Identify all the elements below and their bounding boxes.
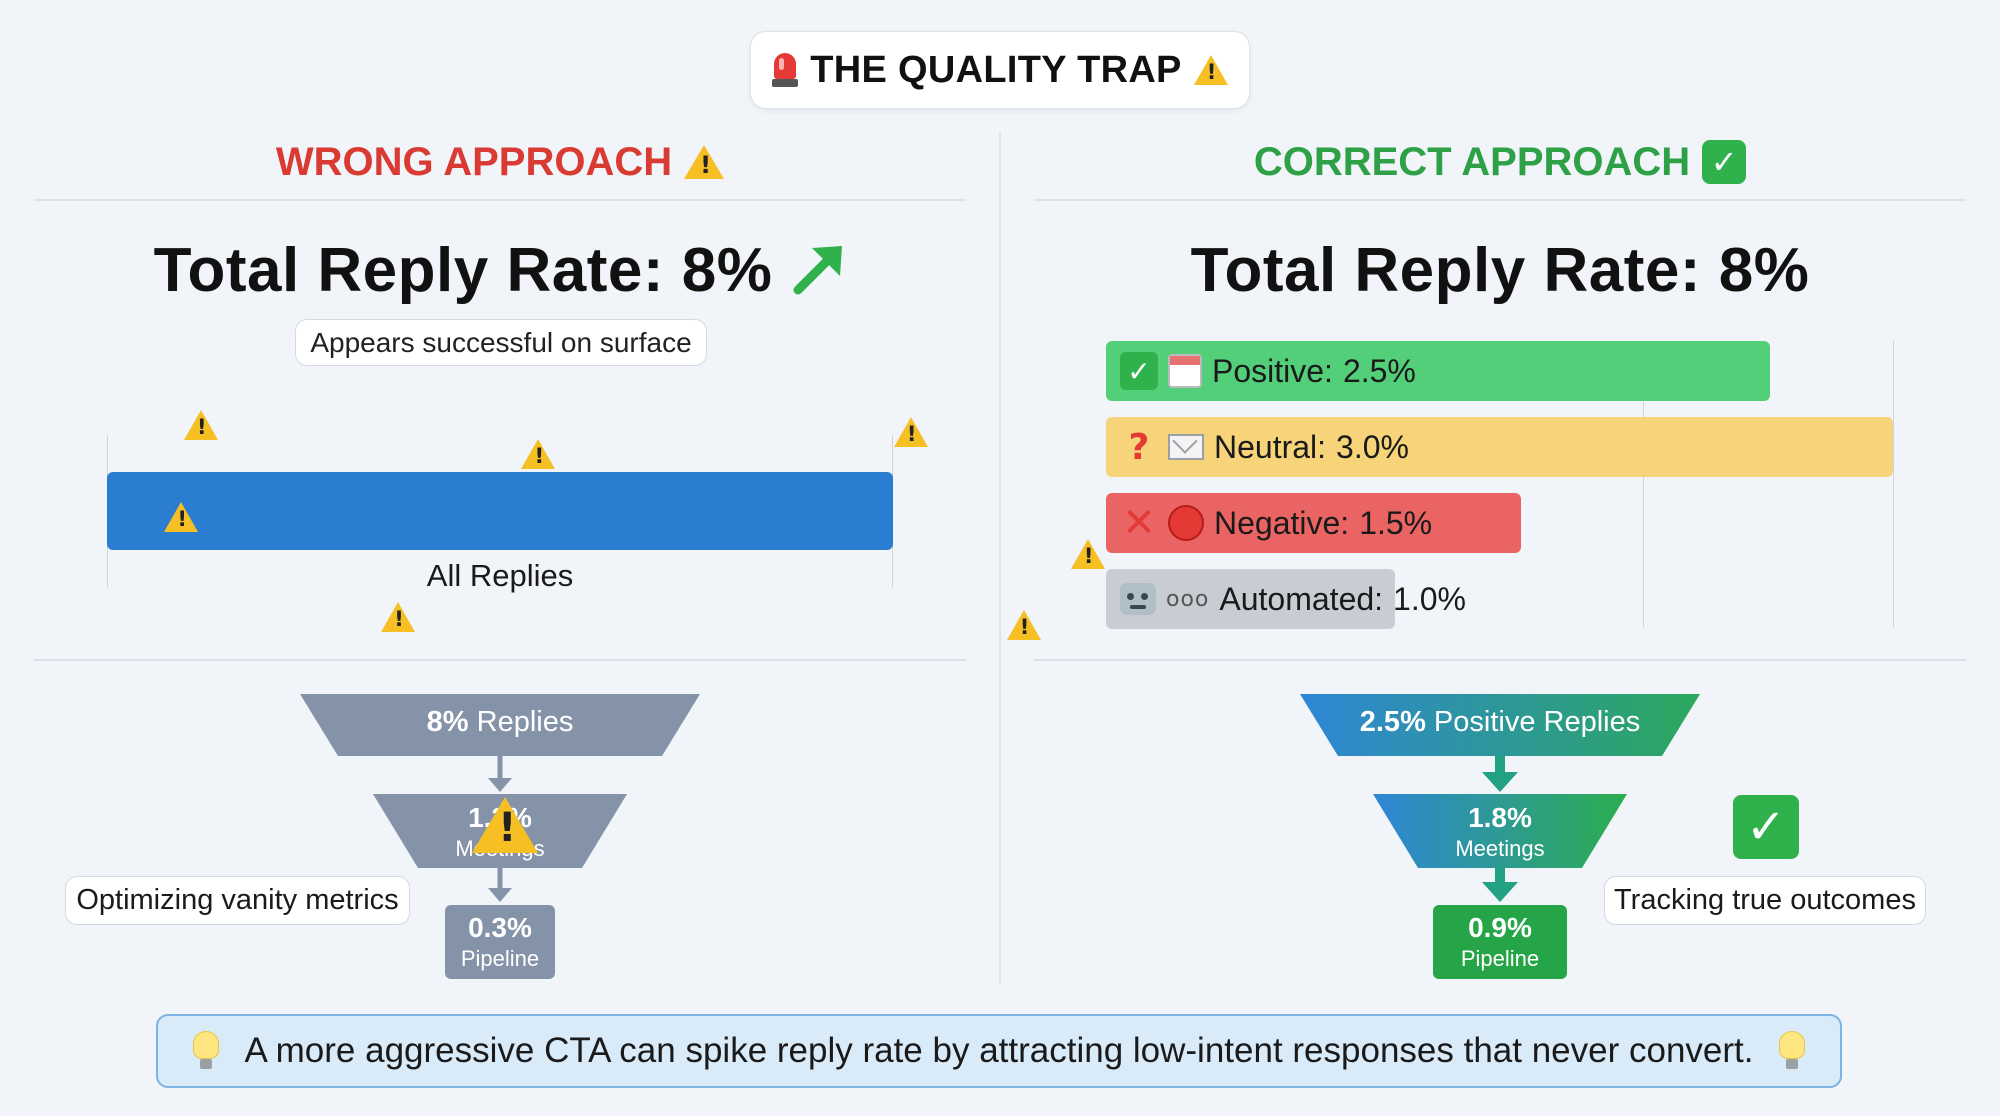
warning-icon	[472, 797, 539, 853]
surface-note-text: Appears successful on surface	[310, 326, 692, 358]
warning-icon	[381, 602, 416, 632]
left-funnel-stage3: 0.3% Pipeline	[445, 912, 555, 972]
positive-bar: ✓ Positive: 2.5%	[1106, 341, 1770, 401]
cross-mark-icon: ✕	[1122, 500, 1156, 546]
automated-value: 1.0%	[1393, 580, 1466, 617]
footer-text: A more aggressive CTA can spike reply ra…	[244, 1031, 1754, 1070]
left-note-text: Optimizing vanity metrics	[76, 884, 399, 916]
correct-approach-label: CORRECT APPROACH	[1253, 139, 1691, 184]
right-stage3-label: Pipeline	[1460, 946, 1540, 971]
all-replies-bar	[107, 472, 893, 550]
wrong-approach-heading: WRONG APPROACH	[60, 132, 940, 192]
left-stage1-value: 8%	[426, 706, 469, 738]
right-stage3-value: 0.9%	[1468, 912, 1532, 943]
ellipsis-icon: ooo	[1166, 586, 1210, 612]
negative-bar: ✕ Negative: 1.5%	[1106, 493, 1521, 553]
all-replies-label: All Replies	[426, 558, 574, 593]
calendar-icon	[1168, 354, 1202, 388]
right-funnel-stage1: 2.5% Positive Replies	[1298, 706, 1702, 739]
left-note: Optimizing vanity metrics	[65, 876, 410, 925]
right-note-text: Tracking true outcomes	[1614, 884, 1916, 916]
footer-banner: A more aggressive CTA can spike reply ra…	[156, 1014, 1842, 1088]
right-funnel-stage3: 0.9% Pipeline	[1433, 912, 1567, 972]
warning-icon	[1193, 55, 1228, 85]
title-pill: THE QUALITY TRAP	[750, 31, 1250, 109]
trending-up-arrow-icon	[790, 242, 846, 298]
automated-bar: ooo Automated: 1.0%	[1106, 569, 1466, 629]
left-stage1-label: Replies	[476, 706, 574, 738]
divider	[34, 199, 966, 201]
divider	[34, 659, 966, 661]
right-total-rate-text: Total Reply Rate: 8%	[1190, 235, 1810, 305]
warning-icon	[684, 145, 725, 179]
check-mark-icon: ✓	[1702, 140, 1747, 184]
page-title: THE QUALITY TRAP	[810, 48, 1182, 91]
left-total-reply-rate: Total Reply Rate: 8%	[60, 232, 940, 308]
question-mark-icon: ?	[1128, 426, 1150, 468]
surface-note-chip: Appears successful on surface	[295, 319, 707, 366]
right-funnel-stage2: 1.8% Meetings	[1400, 802, 1600, 862]
left-funnel	[300, 694, 700, 979]
right-stage1-label: Positive Replies	[1433, 706, 1641, 738]
lightbulb-icon	[192, 1031, 219, 1071]
neutral-value: 3.0%	[1336, 428, 1409, 465]
stop-sign-icon	[1168, 505, 1204, 541]
correct-approach-heading: CORRECT APPROACH ✓	[1060, 132, 1940, 192]
right-note: Tracking true outcomes	[1604, 876, 1926, 925]
right-stage2-label: Meetings	[1455, 836, 1545, 861]
warning-icon	[184, 410, 218, 440]
warning-icon	[893, 417, 928, 447]
left-stage3-label: Pipeline	[460, 946, 540, 971]
warning-icon	[1006, 610, 1041, 640]
divider	[1034, 199, 1966, 201]
neutral-label: Neutral:	[1214, 428, 1327, 465]
warning-icon	[521, 439, 556, 469]
right-stage2-value: 1.8%	[1468, 802, 1532, 833]
right-stage1-value: 2.5%	[1359, 706, 1426, 738]
left-total-rate-text: Total Reply Rate: 8%	[153, 235, 773, 305]
negative-value: 1.5%	[1359, 504, 1433, 541]
envelope-icon	[1168, 434, 1204, 460]
positive-value: 2.5%	[1342, 352, 1416, 389]
lightbulb-icon	[1779, 1031, 1806, 1071]
chart-gridline	[1643, 402, 1644, 627]
siren-icon	[772, 53, 799, 87]
left-stage3-value: 0.3%	[468, 912, 532, 943]
right-total-reply-rate: Total Reply Rate: 8%	[1060, 232, 1940, 308]
warning-icon	[164, 502, 199, 532]
check-mark-icon: ✓	[1733, 795, 1799, 859]
automated-label: Automated:	[1219, 580, 1384, 617]
right-funnel	[1300, 694, 1700, 979]
warning-icon	[1070, 539, 1105, 569]
negative-label: Negative:	[1214, 504, 1350, 541]
check-mark-icon: ✓	[1120, 352, 1158, 390]
divider	[1034, 659, 1966, 661]
chart-gridline	[1893, 340, 1894, 627]
wrong-approach-label: WRONG APPROACH	[275, 139, 673, 184]
neutral-bar: ? Neutral: 3.0%	[1106, 417, 1893, 477]
positive-label: Positive:	[1212, 352, 1333, 389]
left-funnel-stage1: 8% Replies	[298, 706, 702, 739]
center-divider	[999, 133, 1001, 983]
robot-icon	[1120, 583, 1156, 615]
